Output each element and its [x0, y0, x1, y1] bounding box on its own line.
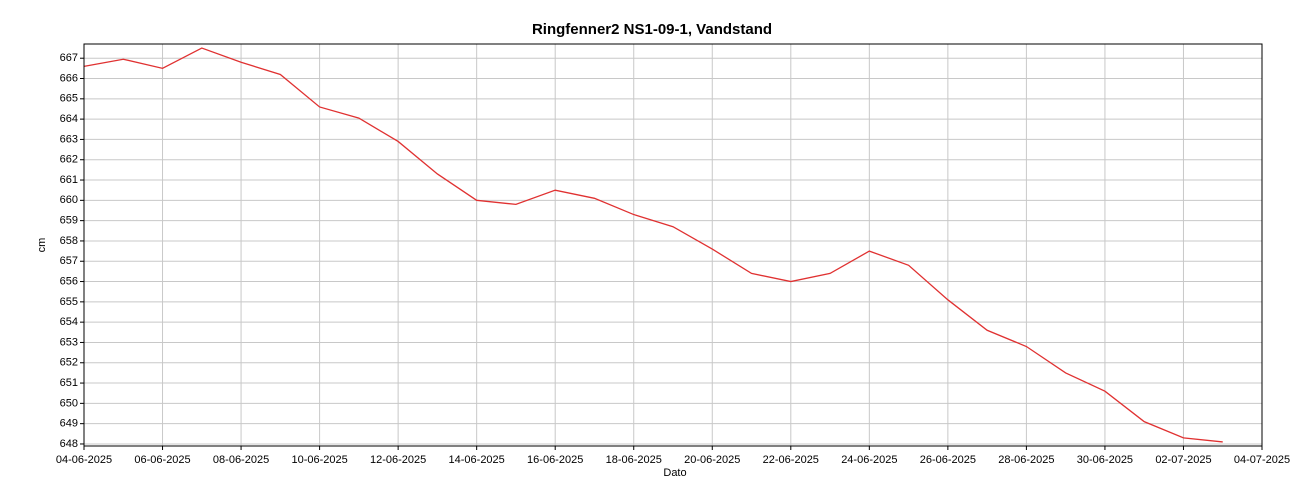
x-tick-label: 12-06-2025 — [370, 454, 426, 466]
y-tick-label: 657 — [60, 255, 78, 267]
y-tick-label: 663 — [60, 133, 78, 145]
x-tick-label: 16-06-2025 — [527, 454, 583, 466]
y-tick-label: 665 — [60, 93, 78, 105]
x-tick-label: 20-06-2025 — [684, 454, 740, 466]
x-tick-label: 02-07-2025 — [1155, 454, 1211, 466]
y-tick-label: 661 — [60, 174, 78, 186]
y-tick-label: 664 — [60, 113, 78, 125]
x-tick-label: 22-06-2025 — [763, 454, 819, 466]
y-tick-label: 651 — [60, 377, 78, 389]
y-tick-label: 656 — [60, 275, 78, 287]
y-tick-label: 653 — [60, 336, 78, 348]
y-tick-label: 658 — [60, 235, 78, 247]
plot — [83, 47, 1223, 443]
y-tick-label: 652 — [60, 357, 78, 369]
x-tick-label: 24-06-2025 — [841, 454, 897, 466]
y-tick-label: 659 — [60, 215, 78, 227]
y-tick-label: 666 — [60, 72, 78, 84]
x-tick-label: 04-06-2025 — [56, 454, 112, 466]
y-axis-label: cm — [36, 238, 48, 253]
plot-frame — [83, 43, 1263, 447]
x-tick-label: 14-06-2025 — [449, 454, 505, 466]
x-tick-label: 04-07-2025 — [1234, 454, 1290, 466]
x-tick-label: 26-06-2025 — [920, 454, 976, 466]
y-tick-label: 648 — [60, 438, 78, 450]
x-tick-label: 30-06-2025 — [1077, 454, 1133, 466]
chart-title: Ringfenner2 NS1-09-1, Vandstand — [532, 21, 772, 38]
y-tick-label: 649 — [60, 418, 78, 430]
x-tick-label: 10-06-2025 — [291, 454, 347, 466]
y-tick-label: 660 — [60, 194, 78, 206]
y-tick-label: 667 — [60, 52, 78, 64]
data-line — [83, 47, 1223, 443]
x-tick-label: 06-06-2025 — [134, 454, 190, 466]
y-tick-label: 650 — [60, 397, 78, 409]
x-tick-label: 28-06-2025 — [998, 454, 1054, 466]
y-tick-label: 654 — [60, 316, 78, 328]
grid — [83, 44, 1263, 446]
y-tick-label: 655 — [60, 296, 78, 308]
x-tick-label: 08-06-2025 — [213, 454, 269, 466]
x-tick-label: 18-06-2025 — [606, 454, 662, 466]
x-axis-label: Dato — [663, 467, 686, 479]
y-tick-label: 662 — [60, 154, 78, 166]
